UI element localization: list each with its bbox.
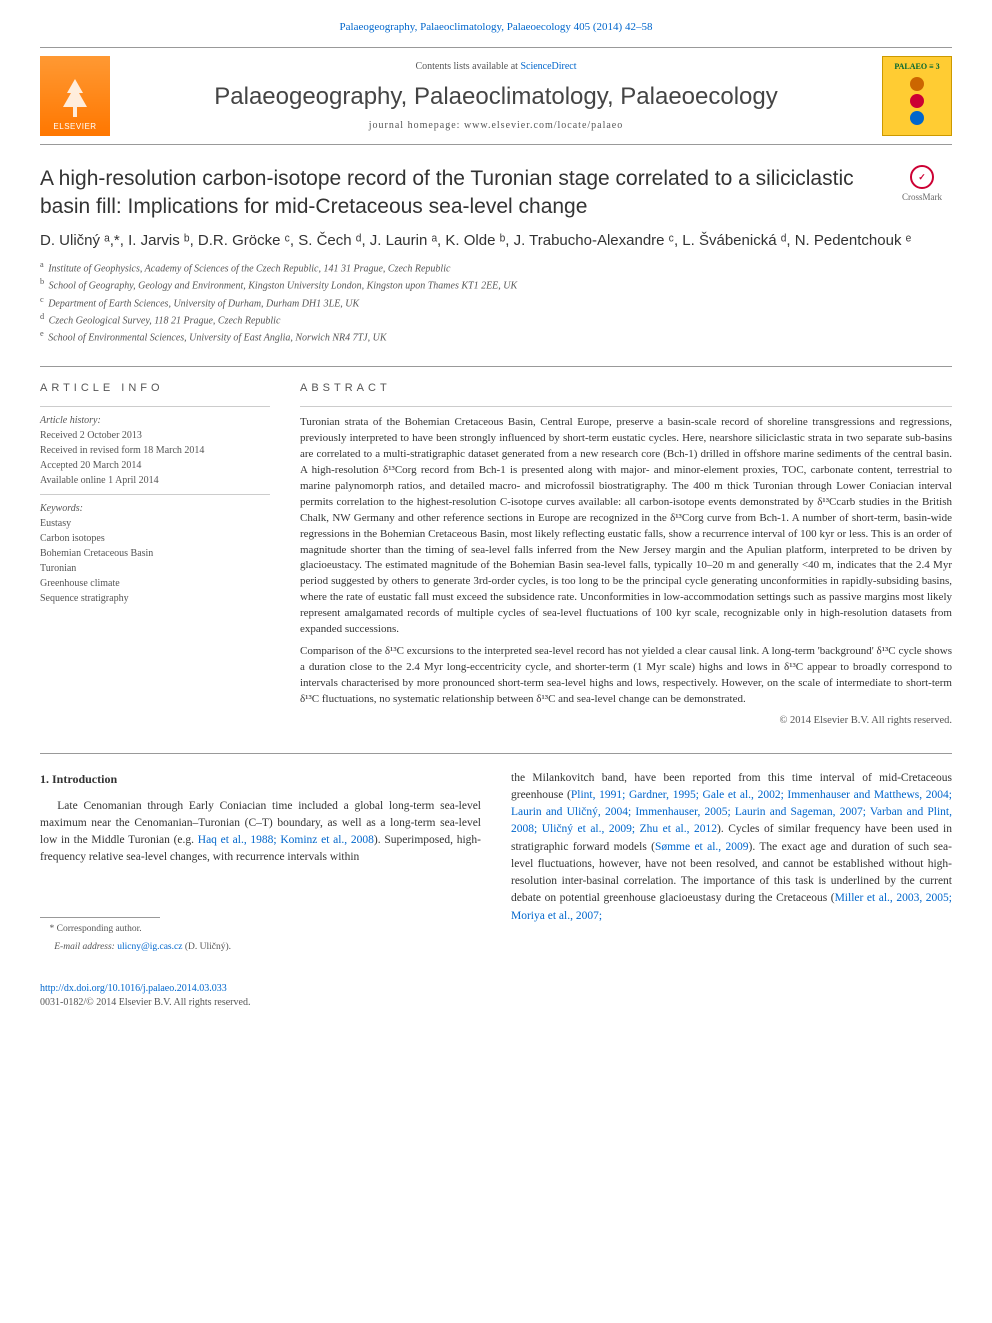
citation-link[interactable]: Palaeogeography, Palaeoclimatology, Pala… [340, 21, 653, 33]
journal-banner: ELSEVIER Contents lists available at Sci… [40, 47, 952, 145]
citation-link[interactable]: Sømme et al., 2009 [655, 841, 749, 853]
abstract-text: Turonian strata of the Bohemian Cretaceo… [300, 415, 952, 708]
article-header: A high-resolution carbon-isotope record … [40, 165, 952, 220]
elsevier-tree-icon [55, 75, 95, 121]
citation-header: Palaeogeography, Palaeoclimatology, Pala… [40, 20, 952, 35]
article-title: A high-resolution carbon-isotope record … [40, 165, 872, 220]
elsevier-label: ELSEVIER [53, 121, 96, 132]
history-accepted: Accepted 20 March 2014 [40, 458, 270, 473]
palaeo-label: PALAEO ≡ 3 [894, 61, 939, 72]
palaeo-dot-icon [910, 111, 924, 125]
history-label: Article history: [40, 413, 270, 428]
palaeo-dot-icon [910, 94, 924, 108]
doi-link[interactable]: http://dx.doi.org/10.1016/j.palaeo.2014.… [40, 983, 227, 994]
sciencedirect-link[interactable]: ScienceDirect [520, 61, 576, 72]
affiliations: a Institute of Geophysics, Academy of Sc… [40, 259, 952, 346]
email-label: E-mail address: [54, 942, 117, 952]
abstract-copyright: © 2014 Elsevier B.V. All rights reserved… [300, 714, 952, 729]
email-note: E-mail address: ulicny@ig.cas.cz (D. Uli… [40, 940, 481, 954]
crossmark-badge[interactable]: ✓ CrossMark [892, 165, 952, 204]
crossmark-icon: ✓ [910, 165, 934, 189]
citation-link[interactable]: Plint, 1991; Gardner, 1995; Gale et al.,… [511, 789, 952, 836]
intro-heading: 1. Introduction [40, 770, 481, 788]
history-revised: Received in revised form 18 March 2014 [40, 443, 270, 458]
affiliation-line: e School of Environmental Sciences, Univ… [40, 328, 952, 345]
affiliation-line: d Czech Geological Survey, 118 21 Prague… [40, 311, 952, 328]
abstract-p2: Comparison of the δ¹³C excursions to the… [300, 644, 952, 708]
body-col-left: 1. Introduction Late Cenomanian through … [40, 770, 481, 959]
footnote-separator [40, 917, 160, 918]
keywords-list: EustasyCarbon isotopesBohemian Cretaceou… [40, 516, 270, 606]
article-info-heading: article info [40, 381, 270, 396]
citation-link[interactable]: Haq et al., 1988; Kominz et al., 2008 [198, 834, 374, 846]
intro-para-left: Late Cenomanian through Early Coniacian … [40, 798, 481, 867]
info-abstract-row: article info Article history: Received 2… [40, 366, 952, 729]
affiliation-line: b School of Geography, Geology and Envir… [40, 276, 952, 293]
article-info-block: article info Article history: Received 2… [40, 381, 270, 729]
homepage-line: journal homepage: www.elsevier.com/locat… [110, 119, 882, 133]
affiliation-line: c Department of Earth Sciences, Universi… [40, 294, 952, 311]
homepage-prefix: journal homepage: [369, 120, 464, 131]
contents-prefix: Contents lists available at [415, 61, 520, 72]
email-suffix: (D. Uličný). [182, 942, 231, 952]
palaeo-cover-logo[interactable]: PALAEO ≡ 3 [882, 56, 952, 136]
affiliation-line: a Institute of Geophysics, Academy of Sc… [40, 259, 952, 276]
page-footer: http://dx.doi.org/10.1016/j.palaeo.2014.… [40, 982, 952, 1010]
palaeo-dots [910, 77, 924, 125]
contents-line: Contents lists available at ScienceDirec… [110, 60, 882, 74]
history-received: Received 2 October 2013 [40, 428, 270, 443]
author-email-link[interactable]: ulicny@ig.cas.cz [117, 942, 182, 952]
body-section: 1. Introduction Late Cenomanian through … [40, 753, 952, 959]
history-online: Available online 1 April 2014 [40, 473, 270, 488]
authors-line: D. Uličný ᵃ,*, I. Jarvis ᵇ, D.R. Gröcke … [40, 230, 952, 251]
abstract-block: abstract Turonian strata of the Bohemian… [300, 381, 952, 729]
elsevier-logo[interactable]: ELSEVIER [40, 56, 110, 136]
body-col-right: the Milankovitch band, have been reporte… [511, 770, 952, 959]
palaeo-dot-icon [910, 77, 924, 91]
homepage-url[interactable]: www.elsevier.com/locate/palaeo [464, 120, 623, 131]
abstract-p1: Turonian strata of the Bohemian Cretaceo… [300, 415, 952, 638]
abstract-heading: abstract [300, 381, 952, 396]
journal-name: Palaeogeography, Palaeoclimatology, Pala… [110, 80, 882, 114]
corresponding-author-note: * Corresponding author. [40, 922, 481, 936]
intro-para-right: the Milankovitch band, have been reporte… [511, 770, 952, 925]
crossmark-label: CrossMark [902, 192, 942, 202]
banner-center: Contents lists available at ScienceDirec… [110, 60, 882, 134]
issn-copyright: 0031-0182/© 2014 Elsevier B.V. All right… [40, 997, 250, 1008]
citation-link[interactable]: Miller et al., 2003, 2005; Moriya et al.… [511, 892, 952, 921]
keywords-label: Keywords: [40, 501, 270, 516]
